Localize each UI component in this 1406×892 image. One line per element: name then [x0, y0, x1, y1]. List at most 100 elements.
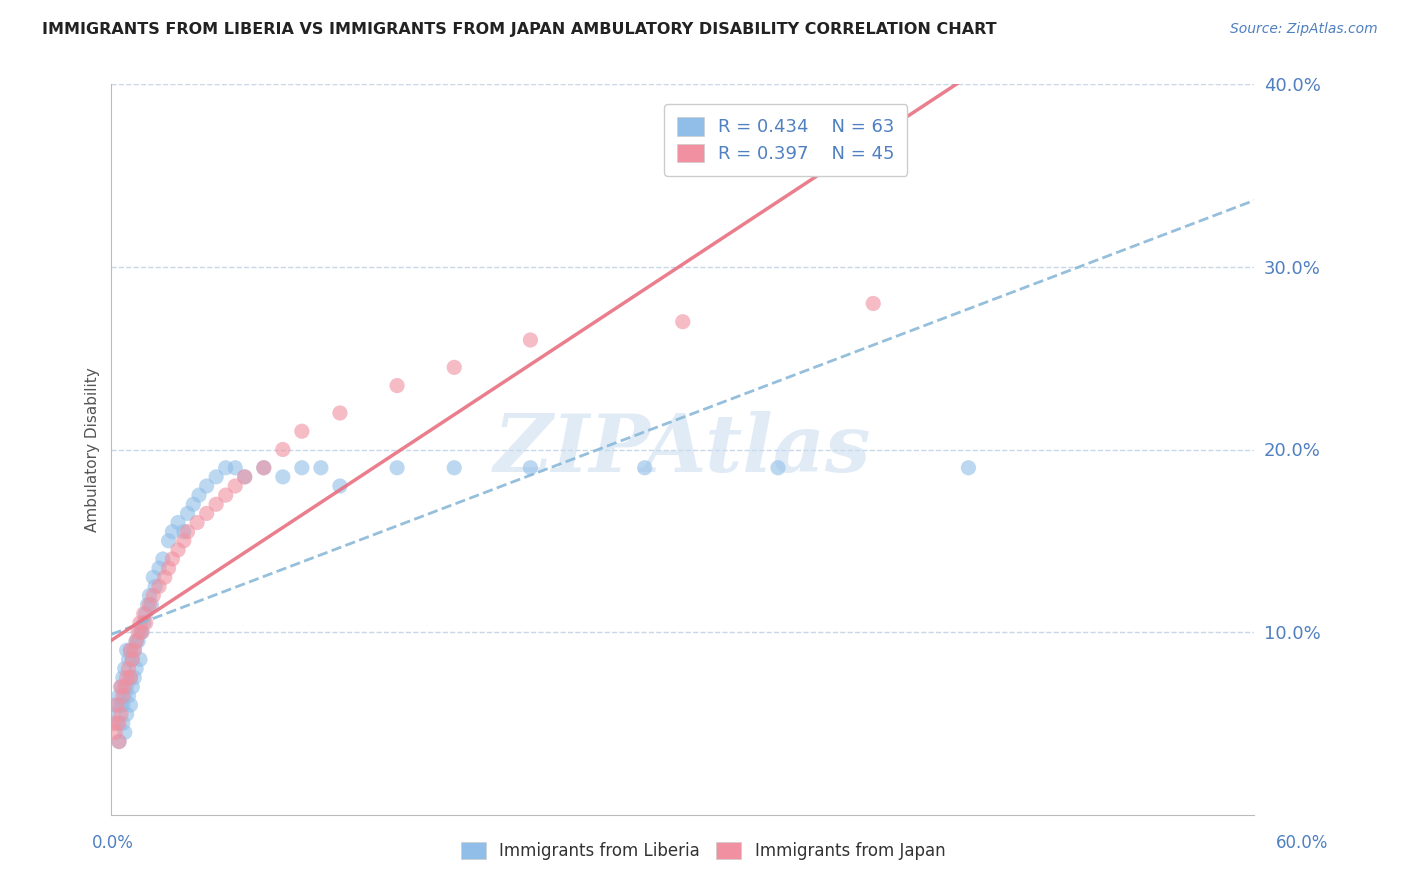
Legend: Immigrants from Liberia, Immigrants from Japan: Immigrants from Liberia, Immigrants from…: [451, 832, 955, 871]
Point: [167, 516, 190, 530]
Point: [103, 707, 125, 722]
Point: [162, 552, 184, 566]
Point: [224, 479, 246, 493]
Point: [215, 460, 238, 475]
Point: [125, 634, 148, 648]
Point: [105, 716, 128, 731]
Point: [122, 643, 145, 657]
Point: [103, 716, 125, 731]
Point: [224, 460, 246, 475]
Text: Source: ZipAtlas.com: Source: ZipAtlas.com: [1230, 22, 1378, 37]
Point: [129, 625, 152, 640]
Point: [127, 625, 149, 640]
Point: [125, 661, 148, 675]
Point: [108, 689, 131, 703]
Point: [115, 680, 138, 694]
Point: [253, 460, 276, 475]
Point: [110, 707, 132, 722]
Point: [138, 598, 160, 612]
Point: [176, 507, 198, 521]
Point: [176, 524, 198, 539]
Point: [111, 698, 134, 712]
Point: [205, 470, 228, 484]
Point: [157, 561, 180, 575]
Point: [443, 460, 465, 475]
Text: IMMIGRANTS FROM LIBERIA VS IMMIGRANTS FROM JAPAN AMBULATORY DISABILITY CORRELATI: IMMIGRANTS FROM LIBERIA VS IMMIGRANTS FR…: [42, 22, 997, 37]
Point: [129, 615, 152, 630]
Point: [129, 652, 152, 666]
Point: [152, 552, 174, 566]
Point: [271, 470, 294, 484]
Point: [120, 671, 142, 685]
Legend: R = 0.434    N = 63, R = 0.397    N = 45: R = 0.434 N = 63, R = 0.397 N = 45: [664, 104, 907, 176]
Point: [117, 689, 139, 703]
Point: [135, 607, 157, 621]
Point: [186, 516, 208, 530]
Point: [120, 671, 142, 685]
Point: [309, 460, 332, 475]
Point: [122, 671, 145, 685]
Text: ZIPAtlas: ZIPAtlas: [494, 410, 872, 488]
Point: [131, 625, 153, 640]
Point: [121, 652, 143, 666]
Point: [862, 296, 884, 310]
Point: [167, 542, 190, 557]
Point: [104, 698, 127, 712]
Point: [120, 643, 142, 657]
Point: [157, 533, 180, 548]
Text: 0.0%: 0.0%: [91, 834, 134, 852]
Point: [195, 507, 218, 521]
Point: [181, 497, 204, 511]
Point: [120, 643, 142, 657]
Point: [233, 470, 256, 484]
Point: [143, 579, 166, 593]
Point: [141, 598, 163, 612]
Point: [111, 671, 134, 685]
Point: [148, 561, 170, 575]
Point: [188, 488, 211, 502]
Point: [111, 716, 134, 731]
Point: [291, 460, 314, 475]
Point: [205, 497, 228, 511]
Point: [105, 698, 128, 712]
Point: [138, 589, 160, 603]
Point: [519, 333, 541, 347]
Point: [110, 680, 132, 694]
Point: [117, 661, 139, 675]
Text: 60.0%: 60.0%: [1277, 834, 1329, 852]
Point: [519, 460, 541, 475]
Point: [253, 460, 276, 475]
Point: [162, 524, 184, 539]
Y-axis label: Ambulatory Disability: Ambulatory Disability: [86, 368, 100, 532]
Point: [110, 698, 132, 712]
Point: [634, 460, 657, 475]
Point: [148, 579, 170, 593]
Point: [173, 533, 195, 548]
Point: [108, 716, 131, 731]
Point: [115, 707, 138, 722]
Point: [173, 524, 195, 539]
Point: [132, 607, 155, 621]
Point: [104, 725, 127, 739]
Point: [114, 680, 136, 694]
Point: [108, 734, 131, 748]
Point: [672, 315, 695, 329]
Point: [125, 634, 148, 648]
Point: [271, 442, 294, 457]
Point: [131, 625, 153, 640]
Point: [443, 360, 465, 375]
Point: [122, 643, 145, 657]
Point: [195, 479, 218, 493]
Point: [114, 689, 136, 703]
Point: [115, 643, 138, 657]
Point: [108, 734, 131, 748]
Point: [766, 460, 789, 475]
Point: [127, 634, 149, 648]
Point: [233, 470, 256, 484]
Point: [114, 661, 136, 675]
Point: [135, 615, 157, 630]
Point: [385, 460, 408, 475]
Point: [291, 424, 314, 438]
Point: [142, 589, 165, 603]
Point: [329, 479, 352, 493]
